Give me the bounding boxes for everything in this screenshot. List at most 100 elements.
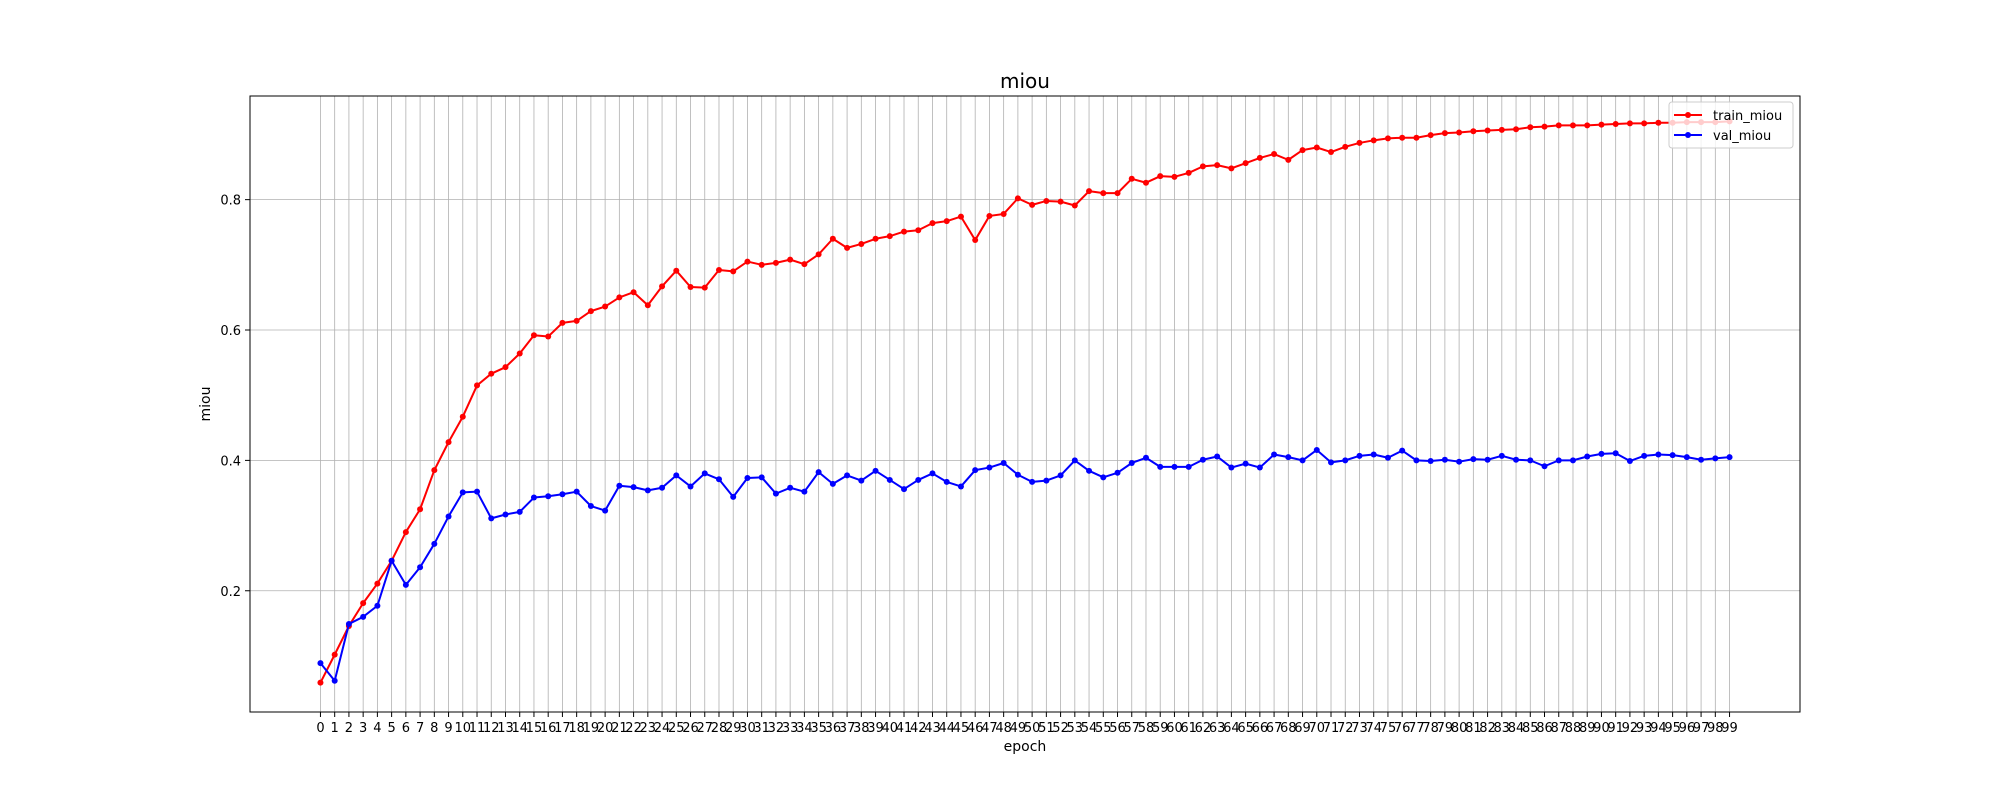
legend-label-train: train_miou <box>1713 109 1782 124</box>
train-miou-point <box>1641 120 1648 127</box>
x-tick-label: 26 <box>682 721 699 736</box>
x-tick-label: 90 <box>1593 721 1610 736</box>
x-tick-label: 35 <box>810 721 827 736</box>
x-tick-label: 41 <box>896 721 913 736</box>
val-miou-point <box>1271 451 1278 458</box>
plot-area-frame <box>249 95 1801 713</box>
val-miou-point <box>1413 457 1420 464</box>
train-miou-point <box>1000 210 1007 217</box>
train-miou-point <box>844 244 851 251</box>
val-miou-point <box>1313 446 1320 453</box>
x-tick-label: 50 <box>1024 721 1041 736</box>
x-tick-label: 39 <box>867 721 884 736</box>
train-miou-point <box>502 364 509 371</box>
val-miou-point <box>730 493 737 500</box>
val-miou-point <box>1171 463 1178 470</box>
train-miou-point <box>1271 151 1278 158</box>
x-tick-label: 93 <box>1636 721 1653 736</box>
train-miou-point <box>530 332 537 339</box>
x-tick-label: 6 <box>402 721 410 736</box>
x-tick-label: 51 <box>1038 721 1055 736</box>
val-miou-point <box>744 474 751 481</box>
train-miou-point <box>1171 173 1178 180</box>
x-tick-label: 82 <box>1479 721 1496 736</box>
x-tick-label: 21 <box>611 721 628 736</box>
val-miou-point <box>502 511 509 518</box>
val-miou-point <box>616 482 623 489</box>
val-miou-point <box>1356 452 1363 459</box>
train-miou-point <box>1199 163 1206 170</box>
train-miou-point <box>787 256 794 263</box>
val-miou-point <box>445 513 452 520</box>
train-miou-point <box>687 283 694 290</box>
train-miou-point <box>957 213 964 220</box>
chart-title: miou <box>1000 69 1050 93</box>
x-tick-label: 44 <box>938 721 955 736</box>
val-miou-point <box>957 483 964 490</box>
train-miou-point <box>488 370 495 377</box>
val-miou-point <box>1612 450 1619 457</box>
val-miou-line <box>319 448 1730 682</box>
x-tick-label: 36 <box>825 721 842 736</box>
train-miou-point <box>1399 134 1406 141</box>
train-miou-point <box>545 333 552 340</box>
val-miou-point <box>474 488 481 495</box>
val-miou-point <box>801 488 808 495</box>
train-miou-point <box>402 529 409 536</box>
x-tick-label: 66 <box>1252 721 1269 736</box>
val-miou-point <box>1199 456 1206 463</box>
val-miou-point <box>644 487 651 494</box>
x-tick-label: 7 <box>416 721 424 736</box>
x-tick-label: 5 <box>387 721 395 736</box>
train-miou-point <box>929 220 936 227</box>
val-miou-point <box>345 621 352 627</box>
x-tick-label: 80 <box>1451 721 1468 736</box>
val-miou-point <box>1555 457 1562 464</box>
y-axis-ticks: 0.2 0.4 0.6 0.8 <box>220 194 250 600</box>
val-miou-point <box>1000 459 1007 466</box>
val-miou-point <box>1100 474 1107 481</box>
train-miou-point <box>374 580 381 587</box>
val-miou-point <box>374 602 381 609</box>
train-miou-point <box>872 235 879 242</box>
train-miou-point <box>602 303 609 310</box>
train-miou-point <box>1541 123 1548 130</box>
train-miou-point <box>1356 139 1363 146</box>
x-tick-label: 89 <box>1579 721 1596 736</box>
x-tick-label: 61 <box>1180 721 1197 736</box>
val-miou-point <box>1669 452 1676 459</box>
legend-marker-val <box>1685 132 1691 138</box>
val-miou-point <box>459 489 466 496</box>
val-miou-point <box>360 613 367 620</box>
train-miou-point <box>1071 202 1078 209</box>
x-tick-label: 4 <box>373 721 381 736</box>
val-miou-point <box>587 503 594 510</box>
x-tick-label: 45 <box>953 721 970 736</box>
val-miou-point <box>630 484 637 491</box>
val-miou-point <box>815 469 822 476</box>
train-miou-point <box>1185 169 1192 176</box>
val-miou-point <box>943 478 950 485</box>
val-miou-point <box>1626 458 1633 465</box>
x-tick-label: 18 <box>568 721 585 736</box>
train-miou-point <box>1256 154 1263 161</box>
val-miou-point <box>602 507 609 514</box>
val-miou-point <box>545 493 552 500</box>
train-miou-point <box>1128 175 1135 182</box>
grid-lines <box>250 96 1800 712</box>
x-tick-label: 75 <box>1380 721 1397 736</box>
train-miou-point <box>1242 160 1249 167</box>
x-tick-label: 12 <box>483 721 500 736</box>
val-miou-point <box>1726 454 1733 461</box>
x-tick-label: 42 <box>910 721 927 736</box>
x-tick-label: 68 <box>1280 721 1297 736</box>
x-tick-label: 48 <box>995 721 1012 736</box>
val-miou-point <box>417 564 424 571</box>
x-tick-label: 97 <box>1693 721 1710 736</box>
train-miou-point <box>1214 162 1221 169</box>
x-tick-label: 67 <box>1266 721 1283 736</box>
x-tick-label: 54 <box>1081 721 1098 736</box>
val-miou-point <box>1484 456 1491 463</box>
val-miou-point <box>388 557 395 564</box>
train-miou-point <box>1228 165 1235 172</box>
